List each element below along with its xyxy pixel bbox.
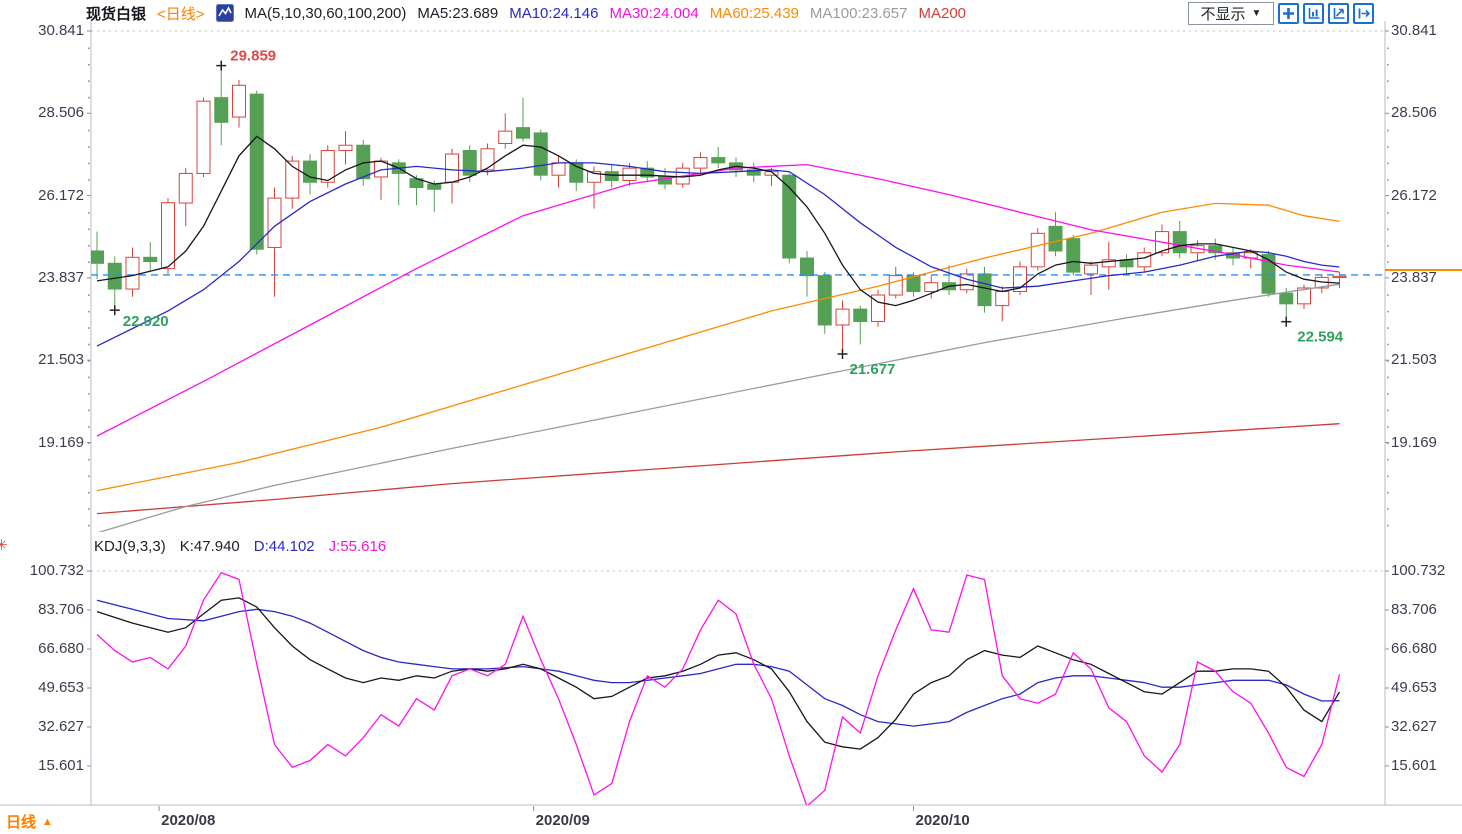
chevron-down-icon: ▼ xyxy=(1251,8,1262,19)
price-axis-label-left: 30.841 xyxy=(38,22,84,39)
price-axis-label-left: 23.837 xyxy=(38,268,84,286)
kdj-axis-label-left: 32.627 xyxy=(38,718,84,735)
price-axis-label-left: 21.503 xyxy=(38,351,84,369)
price-axis-label-right: 28.506 xyxy=(1391,104,1437,122)
price-axis-label-left: 28.506 xyxy=(38,104,84,122)
x-axis-date-label: 2020/09 xyxy=(535,812,590,829)
kdj-axis-label-left: 66.680 xyxy=(38,640,84,657)
ma10-value: MA10:24.146 xyxy=(509,4,599,22)
ma200-label: MA200 xyxy=(918,4,967,22)
kdj-axis-label-right: 100.732 xyxy=(1391,562,1446,579)
kdj-title: KDJ(9,3,3) xyxy=(94,537,166,555)
price-axis-label-left: 26.172 xyxy=(38,186,84,204)
x-axis-date-label: 2020/08 xyxy=(161,812,216,829)
kdj-axis-label-right: 66.680 xyxy=(1391,640,1437,657)
kdj-axis-label-left: 15.601 xyxy=(38,757,84,774)
candlestick-chart-icon xyxy=(215,4,234,22)
ma60-value: MA60:25.439 xyxy=(709,4,799,22)
price-extreme-annotation: 21.677 xyxy=(850,361,896,378)
price-axis-label-right: 30.841 xyxy=(1391,22,1437,39)
kdj-axis-label-left: 49.653 xyxy=(38,679,84,696)
period-label: 日线 xyxy=(6,814,37,831)
pan-right-icon[interactable] xyxy=(1353,3,1374,24)
kdj-axis-label-left: 100.732 xyxy=(29,562,84,579)
chart-toolbar: 不显示 ▼ xyxy=(1188,2,1374,25)
x-axis-date-label: 2020/10 xyxy=(915,812,970,829)
ma100-value: MA100:23.657 xyxy=(809,4,908,22)
kdj-d-value: D:44.102 xyxy=(253,537,315,555)
kdj-axis-label-right: 83.706 xyxy=(1391,601,1437,618)
panel-splitter-icon[interactable]: ✳ xyxy=(0,537,8,554)
crosshair-icon[interactable] xyxy=(1278,3,1299,24)
kdj-j-value: J:55.616 xyxy=(328,537,387,555)
kdj-k-value: K:47.940 xyxy=(179,537,240,555)
kdj-header: KDJ(9,3,3) K:47.940 D:44.102 J:55.616 xyxy=(94,536,386,556)
y-axis-scale-icon[interactable] xyxy=(1303,3,1324,24)
price-axis-label-right: 21.503 xyxy=(1391,351,1437,369)
price-axis-label-right: 19.169 xyxy=(1391,433,1437,451)
symbol-name: 现货白银 xyxy=(86,5,147,23)
triangle-up-icon: ▲ xyxy=(42,815,53,828)
display-mode-dropdown[interactable]: 不显示 ▼ xyxy=(1188,2,1274,25)
price-axis-label-right: 23.837 xyxy=(1391,268,1437,286)
ma5-value: MA5:23.689 xyxy=(417,4,499,22)
kdj-axis-label-left: 83.706 xyxy=(38,601,84,618)
kdj-axis-label-right: 49.653 xyxy=(1391,679,1437,696)
price-axis-label-left: 19.169 xyxy=(38,433,84,451)
kdj-axis-label-right: 15.601 xyxy=(1391,757,1437,774)
chart-header: 现货白银 <日线> MA(5,10,30,60,100,200) MA5:23.… xyxy=(86,2,966,24)
period-tag[interactable]: <日线> xyxy=(157,5,205,23)
x-axis-scale-icon[interactable] xyxy=(1328,3,1349,24)
kdj-axis-label-right: 32.627 xyxy=(1391,718,1437,735)
ma30-value: MA30:24.004 xyxy=(609,4,699,22)
period-selector[interactable]: 日线 ▲ xyxy=(6,811,53,832)
price-extreme-annotation: 22.920 xyxy=(123,313,169,330)
price-axis-label-right: 26.172 xyxy=(1391,186,1437,204)
price-extreme-annotation: 29.859 xyxy=(230,48,276,65)
ma-overlay-title: MA(5,10,30,60,100,200) xyxy=(244,4,407,22)
dropdown-label: 不显示 xyxy=(1200,6,1246,23)
price-extreme-annotation: 22.594 xyxy=(1297,329,1344,346)
